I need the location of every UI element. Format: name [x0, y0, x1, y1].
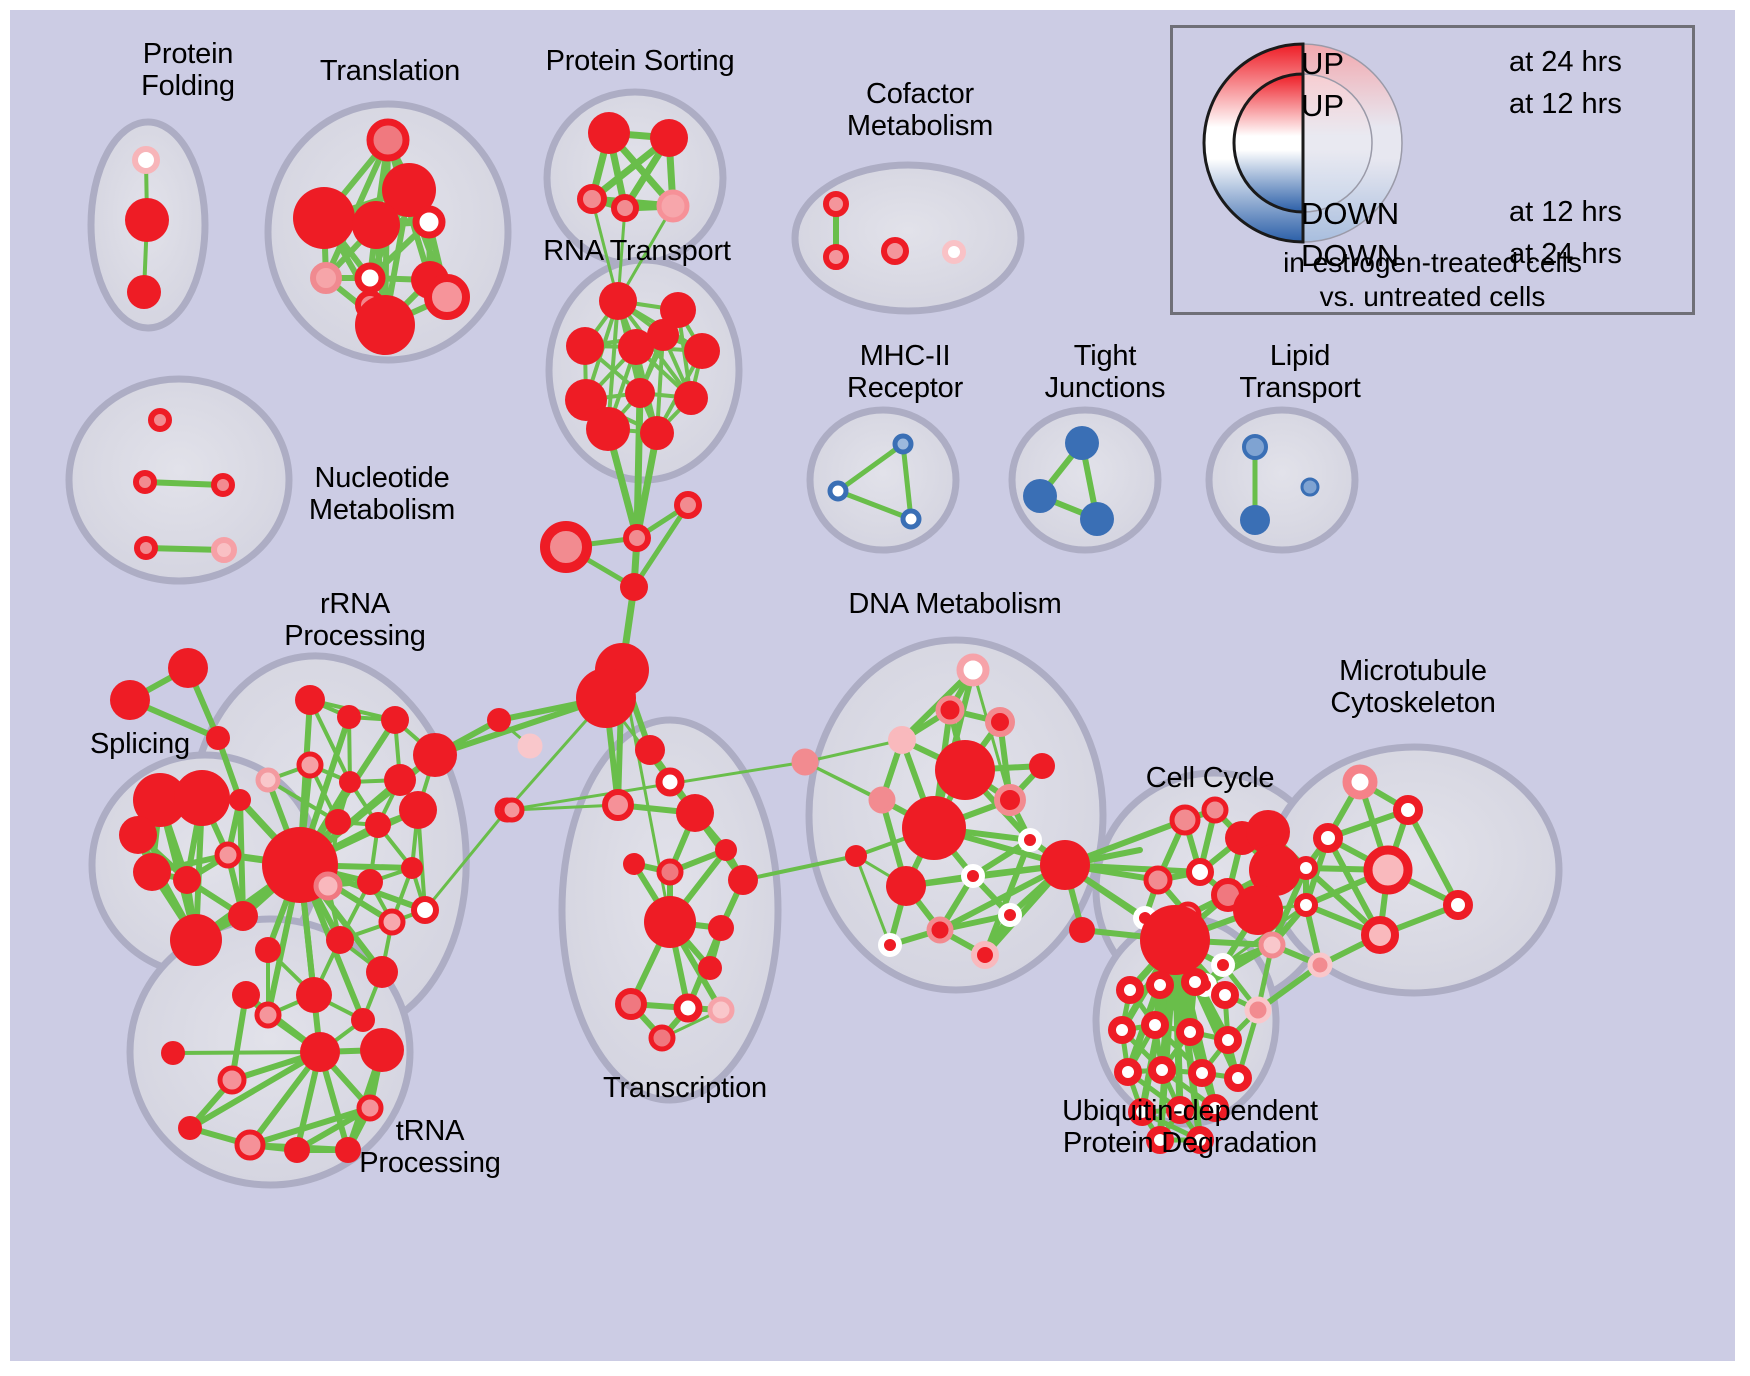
hull-mhc	[806, 406, 960, 554]
cluster-label-splicing: Splicing	[90, 728, 190, 760]
legend-key-down-12: DOWN	[1301, 196, 1400, 231]
network-graph	[65, 88, 1563, 1189]
legend-spacer	[1301, 130, 1701, 196]
cluster-label-translation: Translation	[319, 55, 461, 87]
legend-row-up-12: UP at 12 hrs	[1301, 88, 1701, 130]
cluster-label-transcription: Transcription	[603, 1072, 767, 1104]
cluster-label-cofactor-metabolism: Cofactor Metabolism	[846, 78, 994, 143]
cluster-label-microtubule-cytoskeleton: Microtubule Cytoskeleton	[1330, 655, 1496, 720]
network-nodes	[110, 112, 1473, 1163]
node-group-dna	[791, 653, 1095, 969]
cluster-label-nucleotide-metabolism: Nucleotide Metabolism	[308, 462, 456, 527]
node-group-ubiquitin	[1108, 968, 1252, 1154]
node-group-rna-transport	[565, 282, 720, 451]
node-group-cell-cycle	[1133, 796, 1333, 1024]
hull-tight	[1008, 406, 1162, 554]
cluster-label-rrna-processing: rRNA Processing	[284, 588, 426, 653]
node-group-protein-folding	[125, 146, 169, 309]
hull-cofactor	[791, 161, 1025, 315]
network-panel: Protein Folding Translation Protein Sort…	[10, 10, 1735, 1361]
legend-value-up-12: at 12 hrs	[1509, 88, 1622, 120]
node-group-trna	[178, 1032, 384, 1163]
node-group-mhc	[827, 433, 922, 530]
legend-row-up-24: UP at 24 hrs	[1301, 46, 1701, 88]
legend-node-diagram	[1202, 42, 1403, 244]
legend-key-up-24: UP	[1301, 46, 1345, 81]
node-group-translation	[293, 118, 470, 355]
legend-footer: in estrogen-treated cells vs. untreated …	[1283, 247, 1582, 312]
node-group-lipid	[1240, 434, 1320, 535]
legend-row-down-24: DOWN at 24 hrs	[1301, 238, 1701, 280]
legend-key-down-24: DOWN	[1301, 238, 1400, 273]
cluster-label-dna-metabolism: DNA Metabolism	[848, 588, 1062, 620]
legend-rows: UP at 24 hrs UP at 12 hrs DOWN at 12 hrs…	[1301, 46, 1701, 280]
cluster-label-tight-junctions: Tight Junctions	[1044, 340, 1166, 405]
node-group-splicing	[110, 648, 258, 1065]
legend-key-up-12: UP	[1301, 88, 1345, 123]
legend-row-down-12: DOWN at 12 hrs	[1301, 196, 1701, 238]
node-group-transcription	[499, 735, 758, 1052]
legend-value-up-24: at 24 hrs	[1509, 46, 1622, 78]
node-group-rna-trunk	[540, 491, 702, 728]
legend-value-down-24: at 24 hrs	[1509, 238, 1622, 270]
hull-lipid	[1205, 406, 1359, 554]
node-group-cofactor	[823, 191, 966, 270]
node-group-rrna	[232, 685, 543, 1072]
cluster-label-protein-folding: Protein Folding	[141, 38, 235, 103]
cluster-label-trna-processing: tRNA Processing	[359, 1115, 501, 1180]
cluster-label-lipid-transport: Lipid Transport	[1239, 340, 1361, 405]
node-group-nucleotide	[133, 408, 237, 563]
cluster-label-rna-transport: RNA Transport	[543, 235, 731, 267]
cluster-label-protein-sorting: Protein Sorting	[545, 45, 735, 77]
node-group-tight	[1023, 426, 1114, 536]
node-group-microtubule	[1313, 764, 1473, 954]
hull-rna-transport	[545, 256, 743, 484]
cluster-label-cell-cycle: Cell Cycle	[1145, 762, 1275, 794]
cluster-label-ubiquitin-degradation: Ubiquitin-dependent Protein Degradation	[1062, 1095, 1318, 1160]
hull-nucleotide	[65, 375, 293, 585]
legend-box: UP at 24 hrs UP at 12 hrs DOWN at 12 hrs…	[1170, 25, 1695, 315]
node-group-protein-sorting	[577, 112, 690, 223]
legend-value-down-12: at 12 hrs	[1509, 196, 1622, 228]
cluster-label-mhc-ii-receptor: MHC-II Receptor	[846, 340, 964, 405]
